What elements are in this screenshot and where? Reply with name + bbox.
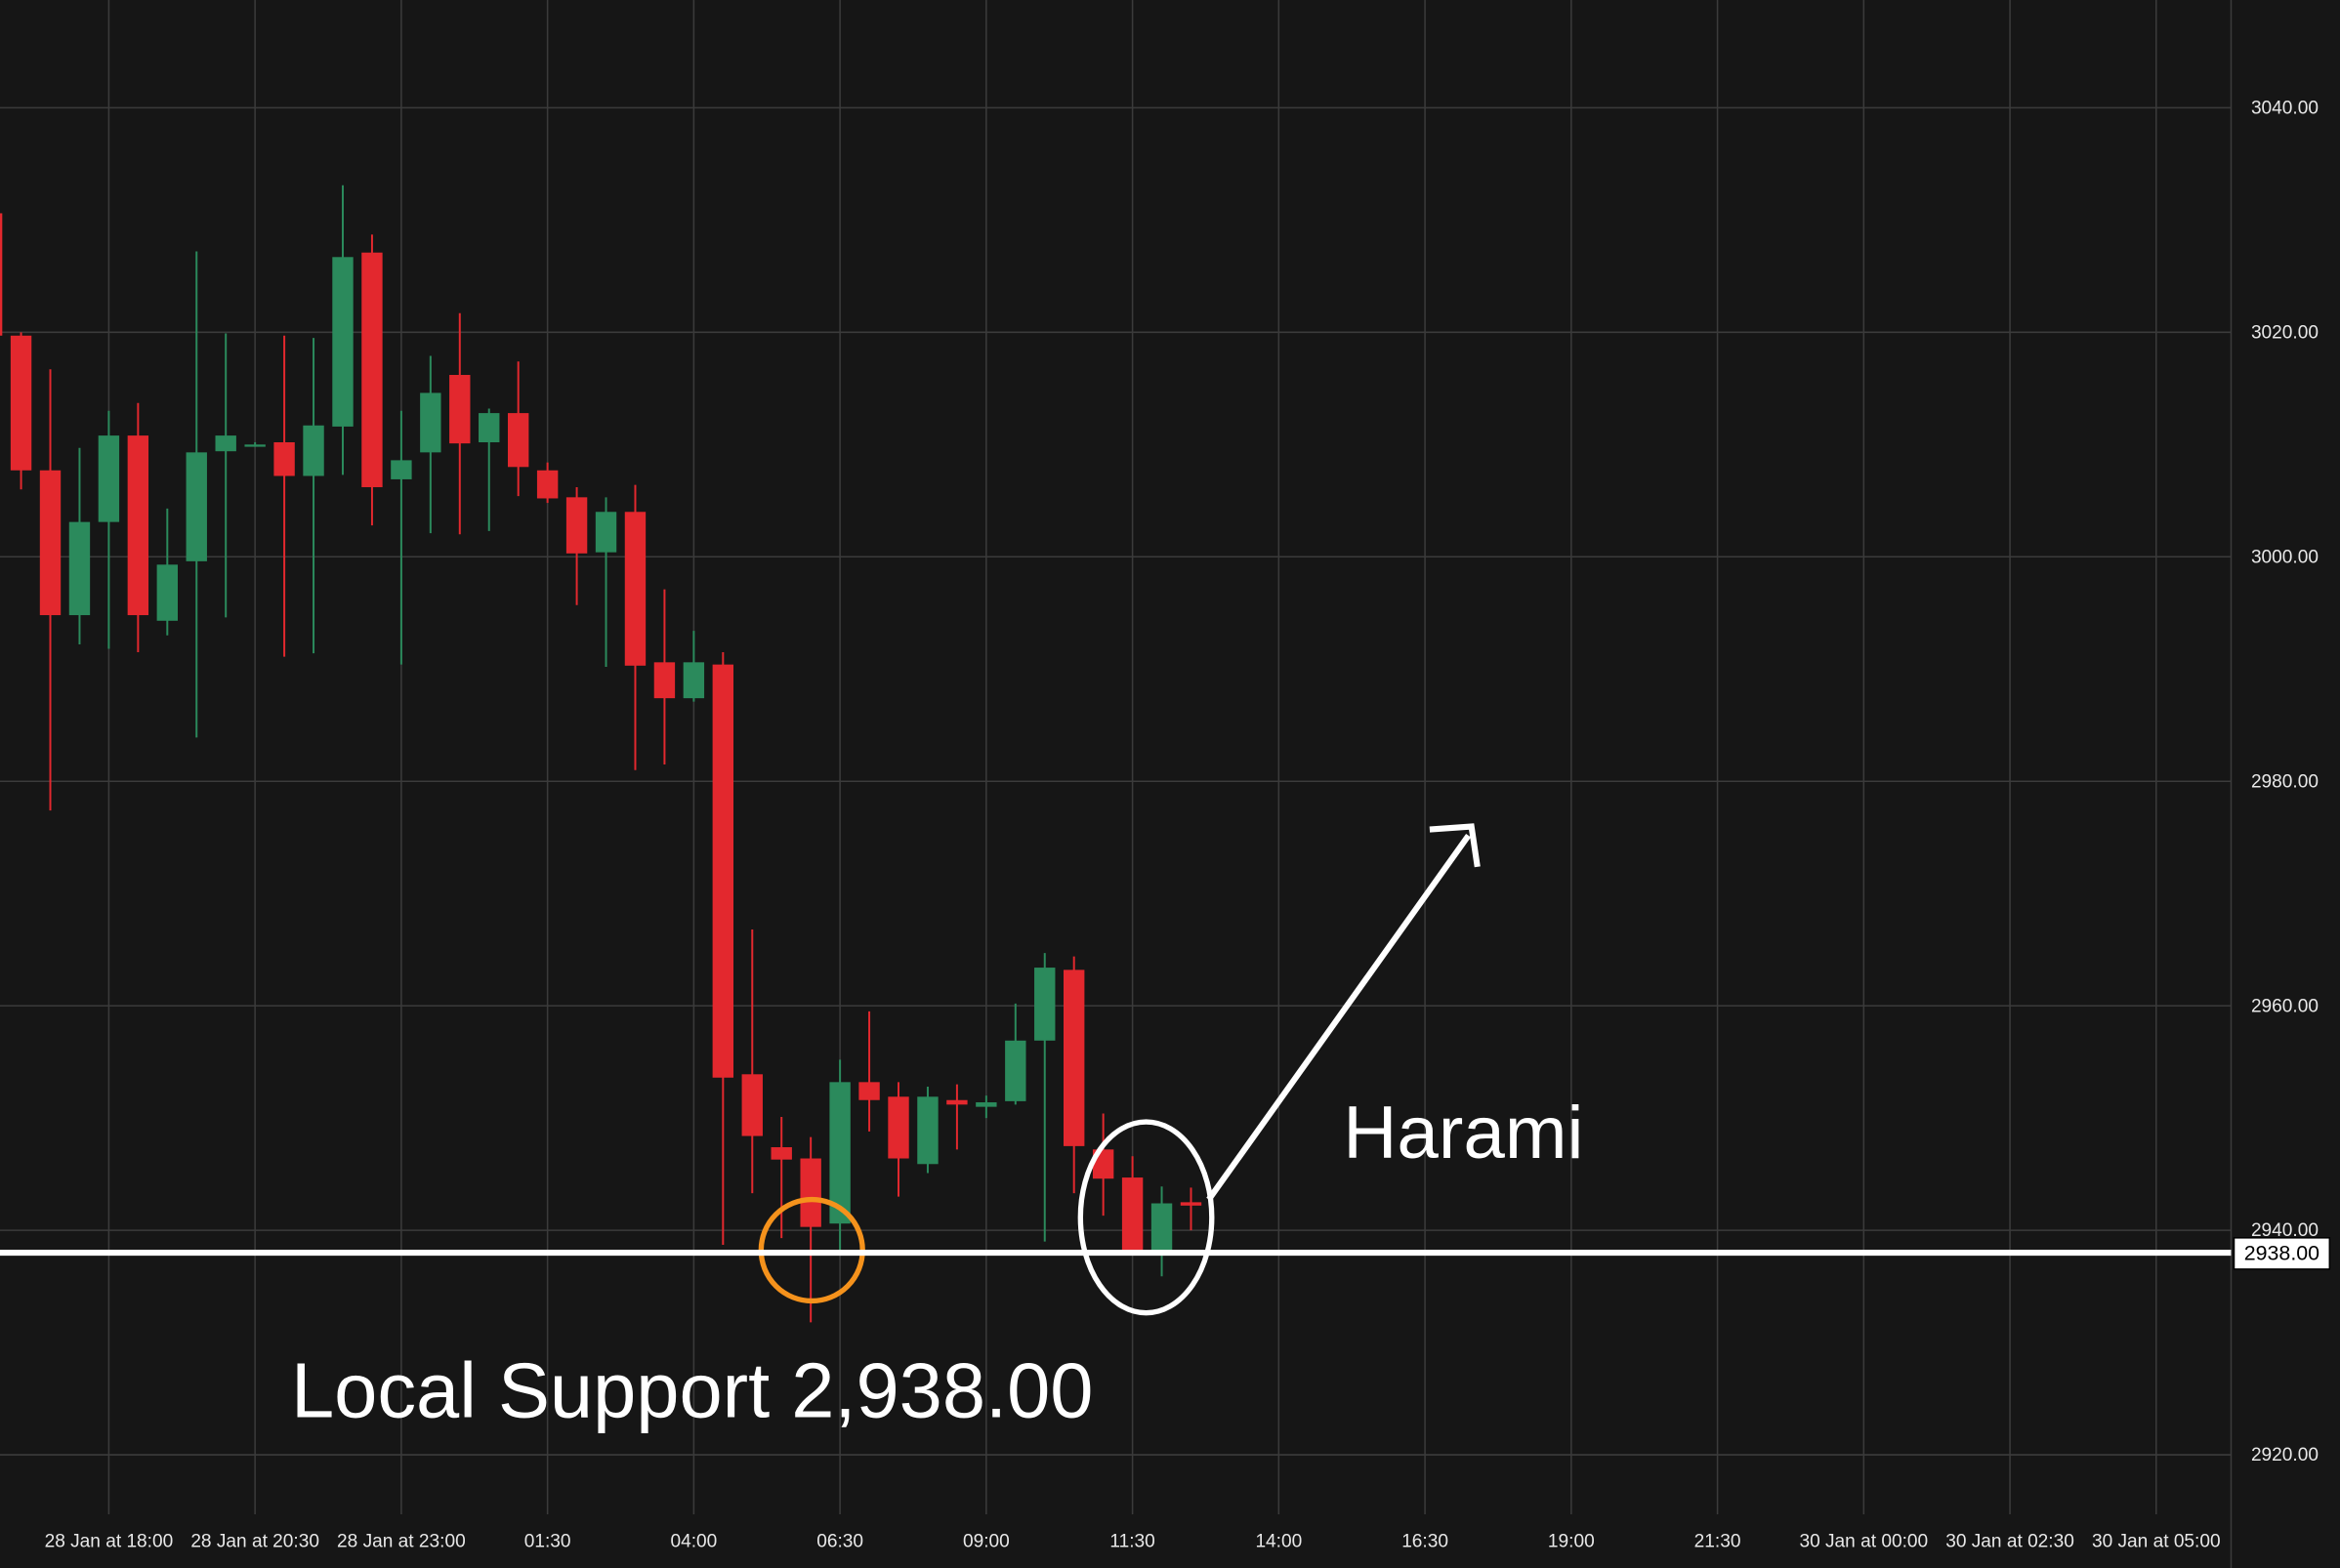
candle-body [1034,968,1056,1041]
candle-body [829,1082,851,1224]
candle-body [449,375,471,444]
candle-body [771,1147,792,1160]
candle-body [653,662,676,699]
candle-body [361,252,383,487]
candle-body [712,664,734,1078]
x-tick-label: 09:00 [963,1532,1010,1552]
y-tick-label: 3040.00 [2251,98,2319,118]
candle-body [536,470,559,499]
candle-body [0,213,3,336]
candle-body [303,425,324,476]
candle-body [1180,1202,1202,1206]
x-tick-label: 28 Jan at 18:00 [45,1532,174,1552]
candle-body [68,521,91,616]
y-tick-label: 2940.00 [2251,1220,2319,1241]
candle-body [1064,970,1085,1146]
y-tick-label: 2920.00 [2251,1445,2319,1465]
candle-body [1005,1040,1026,1101]
y-tick-label: 2960.00 [2251,996,2319,1016]
candle-body [741,1074,763,1136]
candle-body [186,452,207,561]
x-tick-label: 28 Jan at 23:00 [337,1532,466,1552]
candle-body [127,435,149,616]
x-tick-label: 28 Jan at 20:30 [190,1532,319,1552]
x-tick-label: 14:00 [1255,1532,1302,1552]
candle-body [1150,1203,1173,1251]
x-tick-label: 30 Jan at 05:00 [2092,1532,2221,1552]
candle-body [391,460,412,479]
candle-body [10,335,32,471]
candle-body [683,662,705,699]
y-tick-label: 3000.00 [2251,547,2319,567]
price-label-box [2233,1237,2331,1270]
x-tick-label: 19:00 [1548,1532,1595,1552]
x-tick-label: 01:30 [524,1532,571,1552]
candle-body [976,1102,997,1107]
arrow-head [1429,823,1481,868]
candle-body [565,497,588,554]
candle-body [98,435,120,522]
candle-body [507,413,529,468]
candles [0,185,1202,1323]
highlight-ellipse [1077,1119,1215,1316]
pattern-annotation: Harami [1343,1092,1583,1175]
x-tick-label: 30 Jan at 02:30 [1945,1532,2074,1552]
price-label: 2938.00 [2244,1242,2319,1265]
arrow-shaft [1206,833,1472,1202]
x-tick-label: 11:30 [1109,1532,1154,1552]
support-annotation: Local Support 2,938.00 [291,1347,1094,1434]
x-tick-label: 30 Jan at 00:00 [1799,1532,1928,1552]
candle-body [420,392,441,453]
candle-body [332,257,354,427]
candle-body [215,435,236,452]
candle-body [273,441,295,476]
candle-body [888,1096,909,1159]
candle-body [39,470,62,616]
candle-body [479,413,500,442]
candle-body [917,1096,939,1165]
candle-body [946,1099,968,1105]
x-tick-label: 21:30 [1694,1532,1741,1552]
candle-body [156,564,179,621]
y-tick-label: 2980.00 [2251,771,2319,792]
candle-body [624,512,647,666]
y-tick-label: 3020.00 [2251,322,2319,343]
candle-body [595,512,617,553]
candle-body [1121,1177,1144,1251]
candle-body [244,444,266,447]
x-tick-label: 06:30 [816,1532,863,1552]
x-tick-label: 16:30 [1401,1532,1448,1552]
candle-body [800,1158,821,1227]
candle-body [858,1082,880,1100]
x-tick-label: 04:00 [670,1532,717,1552]
